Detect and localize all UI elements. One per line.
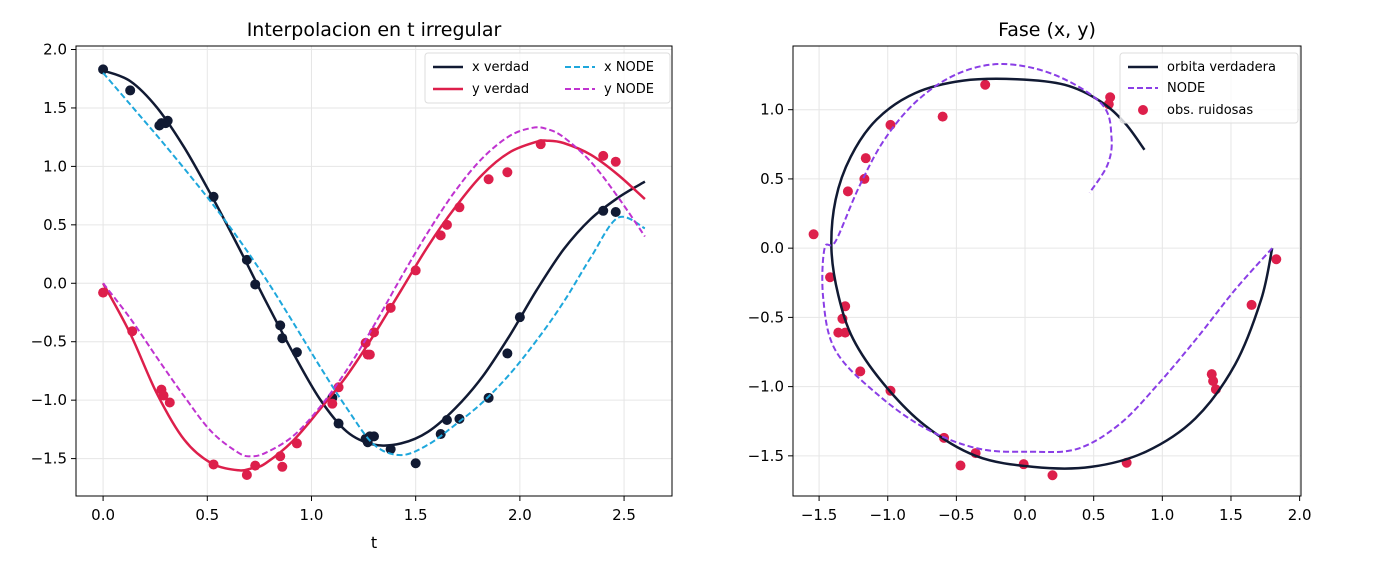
x-axis-label: t — [371, 533, 377, 552]
series-line — [102, 139, 646, 472]
y-tick-label: 0.5 — [43, 216, 67, 234]
axes: 0.0 0.5 1.0 1.5 2.0 2.5 −1.5 −1.0 −0.5 0.0 0.5 1.0 1… — [31, 41, 673, 524]
data-point — [855, 366, 866, 377]
data-point — [1047, 470, 1058, 481]
data-point — [610, 206, 621, 217]
legend-label-node: NODE — [1167, 81, 1205, 96]
data-point — [598, 150, 609, 161]
data-point — [369, 431, 379, 442]
x-tick-label: 1.0 — [1150, 506, 1174, 524]
data-point — [435, 429, 446, 440]
legend-label-x-verdad: x verdad — [472, 60, 529, 75]
chart-title: Fase (x, y) — [998, 19, 1096, 41]
data-point — [1018, 459, 1029, 470]
data-point — [454, 413, 465, 424]
interpolation-chart: 0.0 0.5 1.0 1.5 2.0 2.5 −1.5 −1.0 −0.5 0.0 0.5 1.0 1… — [31, 19, 673, 552]
data-point — [502, 167, 513, 178]
plot-frame — [792, 45, 1302, 497]
x-tick-label: 2.5 — [612, 506, 636, 524]
legend: orbita verdadera NODE obs. ruidosas — [1119, 52, 1299, 124]
x-tick-label: 0.0 — [91, 506, 115, 524]
data-point — [885, 119, 896, 130]
y-tick-label: 0.0 — [43, 274, 67, 292]
data-point — [955, 460, 966, 471]
legend-label-y-node: y NODE — [604, 82, 654, 97]
data-point — [1246, 299, 1257, 310]
data-point — [840, 327, 851, 338]
legend-label-obs: obs. ruidosas — [1167, 103, 1253, 118]
x-tick-label: 0.5 — [1082, 506, 1106, 524]
legend-label-x-node: x NODE — [604, 60, 654, 75]
series-layer — [98, 64, 646, 480]
x-tick-label: 2.0 — [1288, 506, 1312, 524]
series-line — [102, 126, 646, 458]
x-tick-label: 2.0 — [508, 506, 532, 524]
x-tick-label: 1.5 — [1219, 506, 1243, 524]
data-point — [385, 444, 396, 455]
legend-swatch-obs — [1138, 105, 1148, 115]
data-point — [842, 186, 853, 197]
data-point — [158, 390, 169, 401]
data-point — [1206, 369, 1217, 380]
data-point — [502, 348, 513, 359]
y-tick-label: −1.0 — [31, 391, 67, 409]
legend-box — [1119, 52, 1299, 124]
y-tick-label: −0.5 — [31, 333, 67, 351]
y-tick-label: 2.0 — [43, 41, 67, 59]
data-point — [1271, 254, 1282, 265]
data-point — [277, 461, 288, 472]
series-line — [821, 62, 1273, 454]
x-tick-label: 0.0 — [1013, 506, 1037, 524]
legend-label-y-verdad: y verdad — [472, 82, 529, 97]
x-tick-label: 1.5 — [404, 506, 428, 524]
axes: −1.5 −1.0 −0.5 0.0 0.5 1.0 1.5 2.0 −1.5 −1.0 −0.5 0… — [748, 45, 1312, 524]
data-point — [808, 229, 819, 240]
y-tick-label: 1.0 — [43, 157, 67, 175]
y-tick-label: −1.5 — [748, 447, 784, 465]
phase-chart: −1.5 −1.0 −0.5 0.0 0.5 1.0 1.5 2.0 −1.5 −1.0 −0.5 0… — [748, 19, 1312, 524]
y-tick-label: 0.5 — [760, 170, 784, 188]
data-point — [364, 349, 375, 360]
series-layer — [808, 62, 1282, 481]
y-tick-label: 1.0 — [760, 101, 784, 119]
series-line — [830, 77, 1274, 470]
data-point — [241, 469, 252, 480]
data-point — [410, 458, 421, 469]
x-tick-label: 1.0 — [300, 506, 324, 524]
data-point — [164, 397, 175, 408]
y-tick-label: −0.5 — [748, 308, 784, 326]
plot-frame — [75, 45, 673, 497]
data-point — [483, 174, 494, 185]
data-point — [860, 153, 871, 164]
y-tick-label: −1.0 — [748, 378, 784, 396]
data-point — [937, 111, 948, 122]
y-tick-label: −1.5 — [31, 450, 67, 468]
legend-box — [424, 52, 671, 104]
grid — [76, 46, 672, 496]
data-point — [610, 156, 621, 167]
y-tick-label: 1.5 — [43, 99, 67, 117]
chart-title: Interpolacion en t irregular — [247, 19, 502, 41]
legend-label-orbita: orbita verdadera — [1167, 60, 1276, 75]
x-tick-label: 0.5 — [195, 506, 219, 524]
data-point — [327, 398, 338, 409]
legend: x verdad y verdad x NODE y NODE — [424, 52, 671, 104]
data-point — [125, 85, 136, 96]
series-line — [102, 72, 646, 457]
x-tick-label: −1.0 — [870, 506, 906, 524]
data-point — [833, 327, 844, 338]
data-point — [825, 272, 836, 283]
x-tick-label: −1.5 — [801, 506, 837, 524]
x-tick-label: −0.5 — [938, 506, 974, 524]
data-point — [598, 205, 609, 216]
data-point — [980, 79, 991, 90]
y-tick-label: 0.0 — [760, 239, 784, 257]
